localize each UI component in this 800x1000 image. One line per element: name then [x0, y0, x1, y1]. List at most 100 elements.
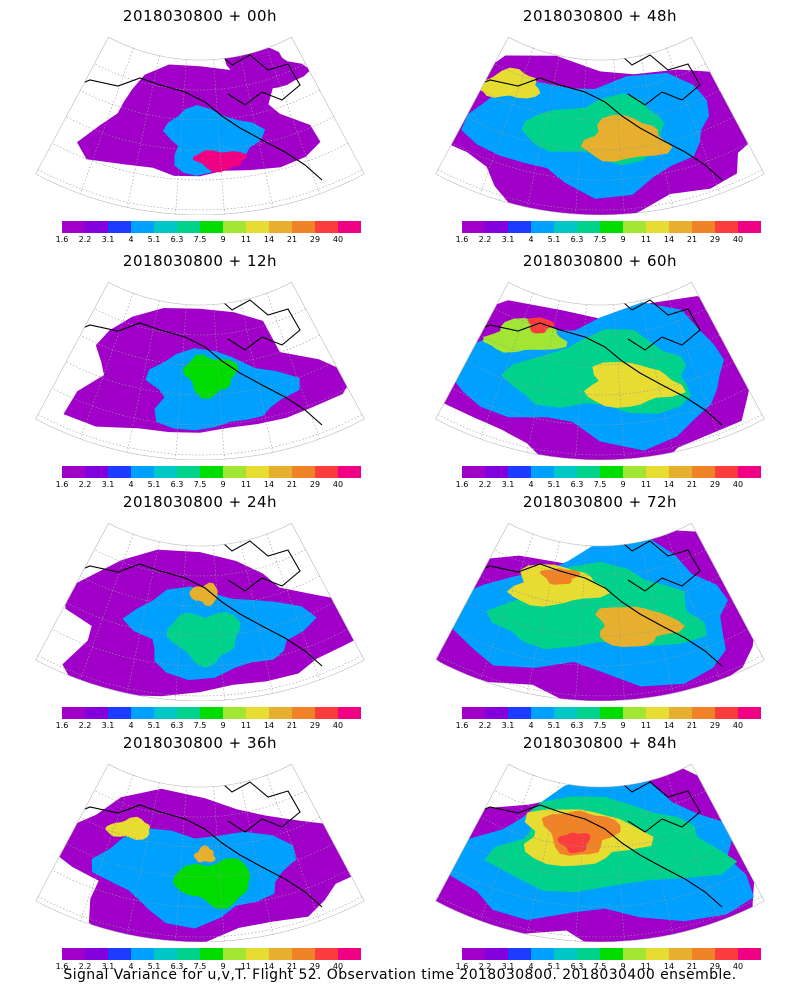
panel-title: 2018030800 + 84h [522, 734, 678, 752]
map-plot [435, 522, 765, 701]
graticule [437, 775, 763, 942]
colorbar-cell [623, 707, 646, 719]
coastline [469, 776, 723, 908]
coastline [69, 535, 323, 667]
colorbar-label: 5.1 [147, 721, 161, 730]
colorbar-cell [623, 221, 646, 233]
colorbar-label: 4 [528, 721, 534, 730]
colorbar-cell [131, 707, 154, 719]
colorbar-cell [554, 948, 577, 960]
colorbar-label: 1.6 [455, 721, 469, 730]
colorbar-cell [269, 948, 292, 960]
colorbar-cell [292, 466, 315, 478]
colorbar-cell [715, 221, 738, 233]
colorbar-cell [462, 221, 485, 233]
coastline [69, 776, 323, 908]
colorbar-cell [577, 466, 600, 478]
colorbar-cell [646, 466, 669, 478]
colorbar-cell [85, 707, 108, 719]
colorbar-label: 7.5 [593, 235, 607, 244]
colorbar-label: 3.1 [101, 480, 115, 489]
colorbar-cell [154, 948, 177, 960]
colorbar-cell [692, 466, 715, 478]
colorbar-cell [154, 466, 177, 478]
colorbar-label: 1.6 [55, 962, 69, 971]
colorbar-labels: 1.6 2.2 3.1 4 5.1 6.3 7.5 9 11 14 21 29 40 [52, 480, 372, 490]
colorbar-label: 3.1 [101, 721, 115, 730]
colorbar-label: 40 [332, 480, 344, 489]
colorbar-label: 29 [709, 235, 721, 244]
map-boundary [35, 281, 365, 460]
colorbar-label: 29 [309, 235, 321, 244]
colorbar-cell [338, 707, 361, 719]
colorbar-cell [554, 221, 577, 233]
panel-title: 2018030800 + 60h [522, 252, 678, 270]
colorbar-label: 3.1 [501, 480, 515, 489]
map-boundary [435, 522, 765, 701]
colorbar-label: 29 [709, 962, 721, 971]
colorbar-cell [462, 466, 485, 478]
colorbar-label: 5.1 [147, 235, 161, 244]
colorbar-label: 11 [240, 480, 252, 489]
colorbar-label: 1.6 [455, 480, 469, 489]
variance-contour [506, 564, 611, 607]
colorbar-label: 40 [732, 721, 744, 730]
map-boundary [35, 522, 365, 701]
colorbar-labels: 1.6 2.2 3.1 4 5.1 6.3 7.5 9 11 14 21 29 40 [452, 235, 772, 245]
colorbar-label: 4 [128, 721, 134, 730]
colorbar-labels: 1.6 2.2 3.1 4 5.1 6.3 7.5 9 11 14 21 29 40 [452, 962, 772, 972]
colorbar-label: 2.2 [478, 962, 492, 971]
colorbar-cell [338, 948, 361, 960]
colorbar-cell [738, 707, 761, 719]
map-panel-12h: 2018030800 + 12h 1.6 2.2 3.1 4 5.1 6.3 7.5 9 11 1… [0, 245, 400, 490]
colorbar-label: 7.5 [593, 962, 607, 971]
map-plot [35, 36, 365, 215]
colorbar-label: 40 [332, 962, 344, 971]
graticule [437, 534, 763, 701]
colorbar-cell [108, 221, 131, 233]
colorbar-label: 7.5 [593, 480, 607, 489]
colorbar [62, 948, 361, 960]
map-plot [35, 522, 365, 701]
colorbar-cell [108, 948, 131, 960]
colorbar-label: 21 [286, 721, 298, 730]
colorbar-label: 21 [286, 962, 298, 971]
colorbar-cell [154, 707, 177, 719]
colorbar [62, 466, 361, 478]
colorbar-label: 9 [620, 721, 626, 730]
colorbar-label: 40 [732, 235, 744, 244]
variance-field [45, 788, 365, 942]
colorbar-label: 5.1 [147, 962, 161, 971]
map-panel-24h: 2018030800 + 24h 1.6 2.2 3.1 4 5.1 6.3 7.5 9 11 1… [0, 486, 400, 731]
variance-field [63, 308, 354, 433]
colorbar-cell [508, 707, 531, 719]
panel-title: 2018030800 + 36h [122, 734, 278, 752]
colorbar-label: 11 [640, 235, 652, 244]
variance-contour [105, 816, 151, 841]
colorbar-label: 21 [686, 480, 698, 489]
colorbar-label: 1.6 [55, 235, 69, 244]
colorbar-cell [692, 948, 715, 960]
map-panel-00h: 2018030800 + 00h 1.6 2.2 3.1 4 5.1 6.3 7.5 9 11 1… [0, 0, 400, 245]
colorbar-label: 3.1 [101, 962, 115, 971]
colorbar-cell [508, 948, 531, 960]
variance-contour [182, 354, 239, 399]
colorbar-label: 2.2 [478, 235, 492, 244]
colorbar-cell [223, 221, 246, 233]
colorbar-cell [200, 948, 223, 960]
colorbar-cell [600, 707, 623, 719]
colorbar-cell [62, 221, 85, 233]
colorbar-labels: 1.6 2.2 3.1 4 5.1 6.3 7.5 9 11 14 21 29 40 [52, 962, 372, 972]
colorbar-label: 6.3 [170, 480, 184, 489]
colorbar-label: 40 [332, 721, 344, 730]
colorbar-cell [577, 948, 600, 960]
colorbar-label: 6.3 [570, 480, 584, 489]
colorbar-label: 7.5 [193, 721, 207, 730]
colorbar-cell [200, 707, 223, 719]
colorbar-label: 4 [528, 480, 534, 489]
colorbar [62, 221, 361, 233]
colorbar-cell [600, 466, 623, 478]
colorbar-label: 11 [640, 721, 652, 730]
map-panel-48h: 2018030800 + 48h 1.6 2.2 3.1 4 5.1 6.3 7.5 9 11 1… [400, 0, 800, 245]
colorbar-cell [646, 707, 669, 719]
